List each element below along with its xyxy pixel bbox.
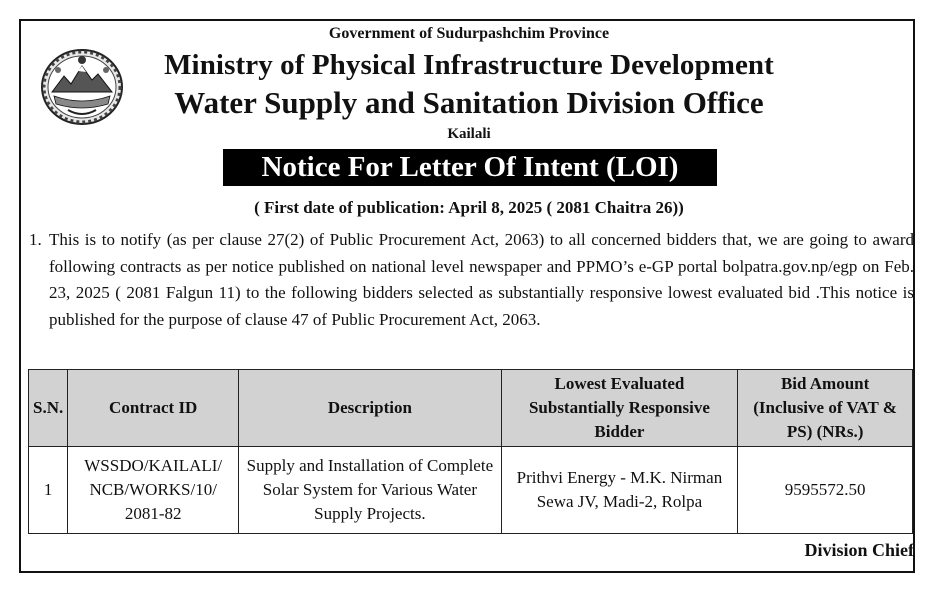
nepal-emblem-icon — [41, 49, 123, 125]
office-name: Water Supply and Sanitation Division Off… — [174, 85, 764, 120]
notice-paragraph: 1. This is to notify (as per clause 27(2… — [29, 227, 914, 333]
cell-bid-amount: 9595572.50 — [737, 446, 913, 534]
publication-date: ( First date of publication: April 8, 20… — [254, 198, 684, 217]
paragraph-text: This is to notify (as per clause 27(2) o… — [49, 230, 914, 329]
cell-sn: 1 — [27, 446, 69, 534]
notice-border — [19, 19, 915, 573]
table-row: 1 WSSDO/KAILALI/ NCB/WORKS/10/ 2081-82 S… — [27, 446, 913, 534]
notice-title: Notice For Letter Of Intent (LOI) — [261, 151, 679, 183]
header-bid-amount: Bid Amount (Inclusive of VAT & PS) (NRs.… — [737, 369, 913, 447]
header-description: Description — [238, 369, 502, 447]
district-name: Kailali — [447, 126, 491, 142]
header-contract-id: Contract ID — [67, 369, 240, 447]
table-header-row: S.N. Contract ID Description Lowest Eval… — [27, 369, 913, 447]
header-sn: S.N. — [27, 369, 69, 447]
cell-description: Supply and Installation of Complete Sola… — [238, 446, 502, 534]
ministry-name: Ministry of Physical Infrastructure Deve… — [164, 49, 774, 81]
government-line: Government of Sudurpashchim Province — [328, 25, 610, 42]
notice-title-banner: Notice For Letter Of Intent (LOI) — [223, 149, 717, 186]
paragraph-number: 1. — [29, 230, 42, 249]
header-bidder: Lowest Evaluated Substantially Responsiv… — [500, 369, 739, 447]
signature: Division Chief — [804, 540, 914, 560]
contracts-table: S.N. Contract ID Description Lowest Eval… — [27, 369, 913, 534]
cell-contract-id: WSSDO/KAILALI/ NCB/WORKS/10/ 2081-82 — [67, 446, 240, 534]
cell-bidder: Prithvi Energy - M.K. Nirman Sewa JV, Ma… — [500, 446, 739, 534]
